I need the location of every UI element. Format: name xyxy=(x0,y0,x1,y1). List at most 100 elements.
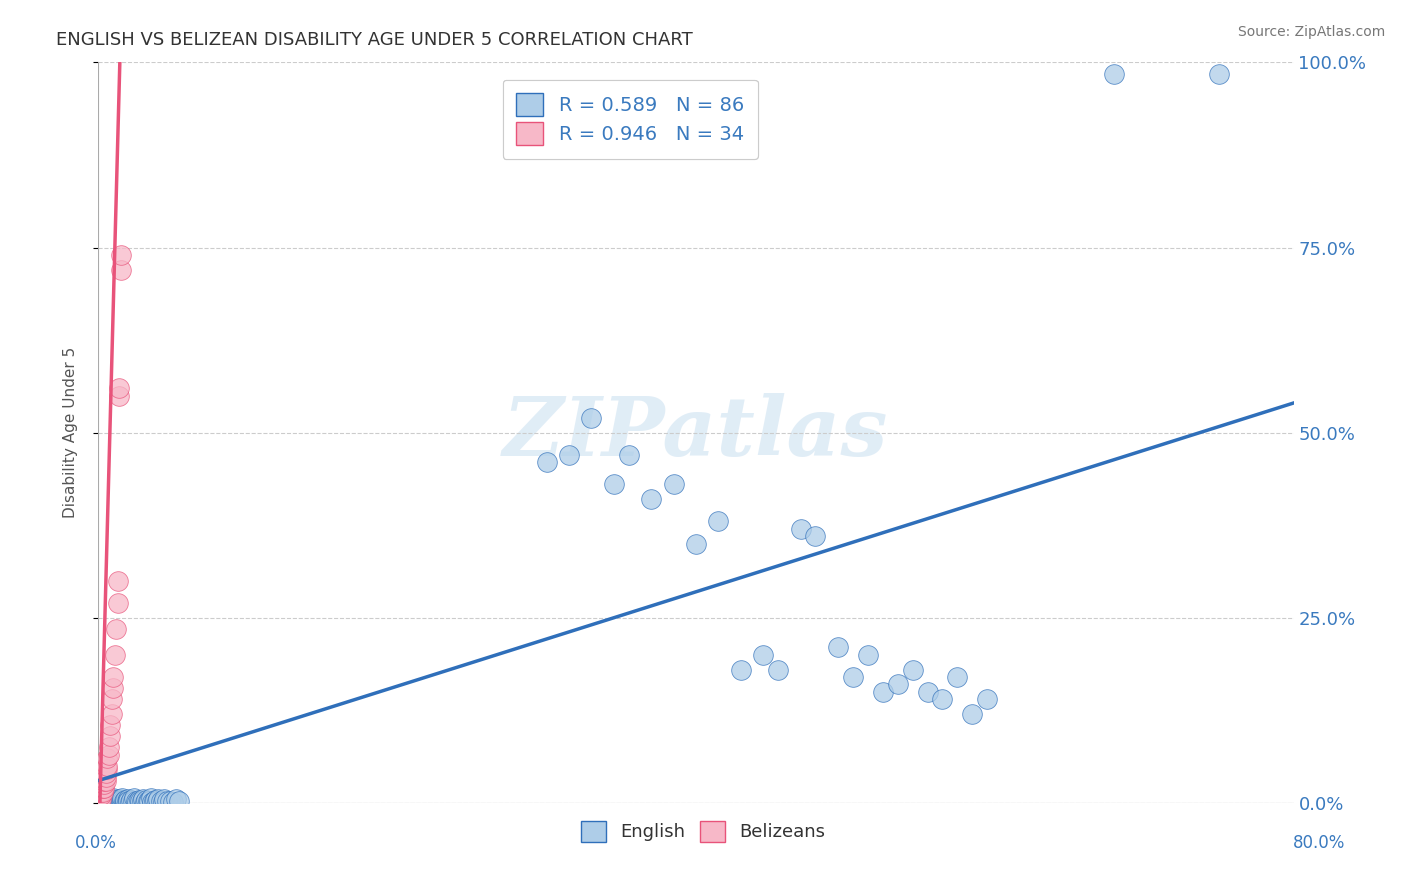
Point xyxy=(93,780,115,795)
Point xyxy=(108,794,131,808)
Point xyxy=(117,792,139,806)
Point xyxy=(91,785,114,799)
Point xyxy=(162,795,184,809)
Point xyxy=(976,692,998,706)
Point xyxy=(139,791,162,805)
Point xyxy=(124,791,146,805)
Point xyxy=(108,792,131,806)
Point xyxy=(752,648,775,662)
Text: Source: ZipAtlas.com: Source: ZipAtlas.com xyxy=(1237,25,1385,39)
Point xyxy=(127,795,149,809)
Point xyxy=(96,792,118,806)
Point xyxy=(136,794,159,808)
Point xyxy=(707,515,730,529)
Point xyxy=(98,718,122,732)
Point xyxy=(856,648,879,662)
Point xyxy=(107,574,129,588)
Point xyxy=(153,792,176,806)
Y-axis label: Disability Age Under 5: Disability Age Under 5 xyxy=(63,347,77,518)
Point xyxy=(135,793,157,807)
Point xyxy=(108,381,131,395)
Point xyxy=(1208,66,1230,80)
Point xyxy=(117,794,139,808)
Point xyxy=(121,794,143,808)
Point xyxy=(112,794,135,808)
Point xyxy=(93,794,115,808)
Point xyxy=(120,793,142,807)
Text: 80.0%: 80.0% xyxy=(1292,834,1346,852)
Point xyxy=(640,492,662,507)
Point xyxy=(104,648,127,662)
Point xyxy=(103,670,125,684)
Point xyxy=(148,792,170,806)
Point xyxy=(132,792,155,806)
Point xyxy=(96,763,118,777)
Point xyxy=(97,747,120,762)
Point xyxy=(804,529,827,543)
Point xyxy=(94,795,117,809)
Point xyxy=(142,794,165,808)
Point xyxy=(89,789,111,803)
Point xyxy=(143,793,166,807)
Point xyxy=(107,596,129,610)
Point xyxy=(917,685,939,699)
Point xyxy=(110,795,132,809)
Point xyxy=(97,740,120,755)
Point xyxy=(90,780,112,795)
Point xyxy=(91,780,114,795)
Point xyxy=(89,792,111,806)
Point xyxy=(94,770,117,784)
Point xyxy=(91,794,114,808)
Point xyxy=(90,789,112,803)
Point xyxy=(93,773,115,788)
Point xyxy=(150,794,173,808)
Point xyxy=(90,785,112,799)
Point xyxy=(96,794,118,808)
Point xyxy=(98,794,122,808)
Point xyxy=(101,706,124,721)
Point xyxy=(901,663,924,677)
Point xyxy=(1104,66,1126,80)
Point xyxy=(128,793,150,807)
Text: 0.0%: 0.0% xyxy=(75,834,117,852)
Point xyxy=(91,777,114,791)
Point xyxy=(97,794,120,808)
Point xyxy=(105,793,128,807)
Point xyxy=(101,692,124,706)
Point xyxy=(105,795,128,809)
Point xyxy=(114,795,136,809)
Point xyxy=(165,792,187,806)
Point xyxy=(114,793,136,807)
Point xyxy=(872,685,894,699)
Point xyxy=(129,794,152,808)
Legend: English, Belizeans: English, Belizeans xyxy=(574,814,832,849)
Point xyxy=(118,795,141,809)
Point xyxy=(946,670,969,684)
Text: ZIPatlas: ZIPatlas xyxy=(503,392,889,473)
Point xyxy=(603,477,626,491)
Point xyxy=(111,794,134,808)
Point xyxy=(108,388,131,402)
Point xyxy=(104,794,127,808)
Point xyxy=(110,248,132,262)
Point xyxy=(145,794,167,808)
Point xyxy=(842,670,865,684)
Point xyxy=(105,622,128,636)
Point xyxy=(536,455,558,469)
Point xyxy=(94,793,117,807)
Point xyxy=(110,793,132,807)
Text: ENGLISH VS BELIZEAN DISABILITY AGE UNDER 5 CORRELATION CHART: ENGLISH VS BELIZEAN DISABILITY AGE UNDER… xyxy=(56,31,693,49)
Point xyxy=(730,663,752,677)
Point xyxy=(886,677,908,691)
Point xyxy=(138,794,160,808)
Point xyxy=(156,794,179,808)
Point xyxy=(98,793,122,807)
Point xyxy=(94,773,117,788)
Point xyxy=(101,795,124,809)
Point xyxy=(152,795,174,809)
Point xyxy=(617,448,640,462)
Point xyxy=(662,477,685,491)
Point xyxy=(96,751,118,765)
Point xyxy=(167,794,190,808)
Point xyxy=(96,758,118,772)
